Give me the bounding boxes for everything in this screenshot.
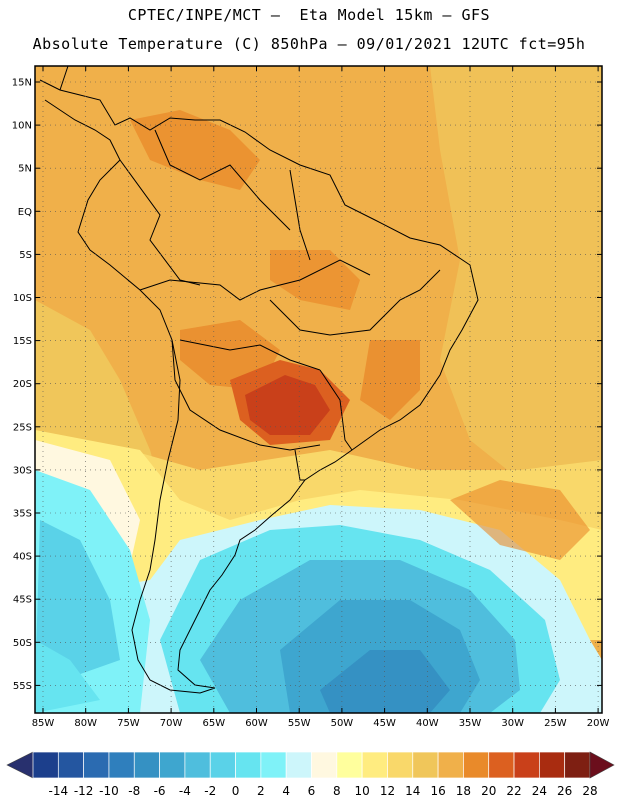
lat-label: 20S (13, 379, 32, 390)
lat-label: 15S (13, 336, 32, 347)
lat-label: 55S (13, 681, 32, 692)
lon-label: 40W (416, 718, 439, 729)
colorbar-swatch (32, 751, 59, 779)
title-line-2: Absolute Temperature (C) 850hPa – 09/01/… (32, 35, 586, 53)
colorbar-label: 22 (506, 784, 521, 798)
lat-label: 30S (13, 465, 32, 476)
colorbar-label: 26 (557, 784, 572, 798)
colorbar-swatch (133, 751, 160, 779)
colorbar-swatch (539, 751, 566, 779)
colorbar-label: 14 (405, 784, 420, 798)
colorbar-swatch (361, 751, 388, 779)
lon-label: 85W (32, 718, 55, 729)
colorbar-swatch (285, 751, 312, 779)
colorbar-swatch (83, 751, 110, 779)
lat-label: 40S (13, 552, 32, 563)
title-line-1: CPTEC/INPE/MCT – Eta Model 15km – GFS (127, 6, 491, 24)
lat-label: 25S (13, 422, 32, 433)
colorbar-swatch (488, 751, 515, 779)
lat-label: 15N (12, 78, 32, 89)
colorbar-label: 12 (380, 784, 395, 798)
colorbar-swatch (336, 751, 363, 779)
colorbar-label: 20 (481, 784, 496, 798)
colorbar-label: -2 (204, 784, 216, 798)
colorbar-label: 18 (456, 784, 471, 798)
longitude-labels: 85W 80W 75W 70W 65W 60W 55W 50W 45W 40W 35W 30W 25W 2… (32, 718, 610, 729)
lon-label: 50W (331, 718, 354, 729)
lon-label: 80W (74, 718, 97, 729)
map-frame (34, 65, 603, 714)
lat-label: 5S (19, 250, 32, 261)
colorbar-swatch (437, 751, 464, 779)
lon-label: 20W (587, 718, 610, 729)
colorbar-label: -6 (154, 784, 166, 798)
colorbar-label: -8 (128, 784, 140, 798)
colorbar-swatch (57, 751, 84, 779)
colorbar-label: 4 (282, 784, 290, 798)
colorbar-swatch (260, 751, 287, 779)
colorbar-label: 16 (430, 784, 445, 798)
map-field (35, 66, 602, 713)
lat-label: 5N (18, 164, 32, 175)
colorbar-swatch (387, 751, 414, 779)
colorbar-swatch (159, 751, 186, 779)
colorbar-label: 6 (308, 784, 316, 798)
lon-label: 35W (459, 718, 482, 729)
lon-label: 75W (117, 718, 140, 729)
lon-label: 30W (501, 718, 524, 729)
lon-label: 25W (544, 718, 567, 729)
colorbar-swatch (184, 751, 211, 779)
colorbar-swatch (564, 751, 591, 779)
lat-label: 10N (12, 121, 32, 132)
colorbar-label: 10 (354, 784, 369, 798)
lat-label: 35S (13, 509, 32, 520)
colorbar-label: 2 (257, 784, 265, 798)
colorbar-label: -14 (49, 784, 69, 798)
colorbar-swatch (235, 751, 262, 779)
latitude-labels: 15N 10N 5N EQ 5S 10S 15S 20S 25S 30S 35S 40S 45S 50S 5… (12, 78, 32, 692)
lon-label: 70W (160, 718, 183, 729)
colorbar-label: -4 (179, 784, 191, 798)
lat-label: 45S (13, 595, 32, 606)
colorbar: -14 -12 -10 -8 -6 -4 -2 0 2 4 6 8 10 12 14 16 18 20 22 24 26… (6, 751, 615, 798)
coastlines (39, 66, 479, 694)
lon-label: 65W (202, 718, 225, 729)
lon-label: 45W (373, 718, 396, 729)
lat-label: EQ (18, 207, 32, 218)
lat-label: 10S (13, 293, 32, 304)
colorbar-label: 8 (333, 784, 341, 798)
colorbar-label: 0 (232, 784, 240, 798)
colorbar-arrow-left (6, 751, 34, 779)
colorbar-label: 24 (532, 784, 547, 798)
colorbar-swatch (463, 751, 490, 779)
lon-label: 55W (288, 718, 311, 729)
colorbar-arrow-right (589, 751, 615, 779)
colorbar-label: -12 (74, 784, 94, 798)
colorbar-label: -10 (99, 784, 119, 798)
lon-label: 60W (245, 718, 268, 729)
colorbar-label: 28 (582, 784, 597, 798)
colorbar-swatch (209, 751, 236, 779)
colorbar-swatch (108, 751, 135, 779)
lat-label: 50S (13, 638, 32, 649)
colorbar-swatch (412, 751, 439, 779)
colorbar-swatch (513, 751, 540, 779)
lat-lon-grid (35, 66, 602, 713)
colorbar-swatch (311, 751, 338, 779)
